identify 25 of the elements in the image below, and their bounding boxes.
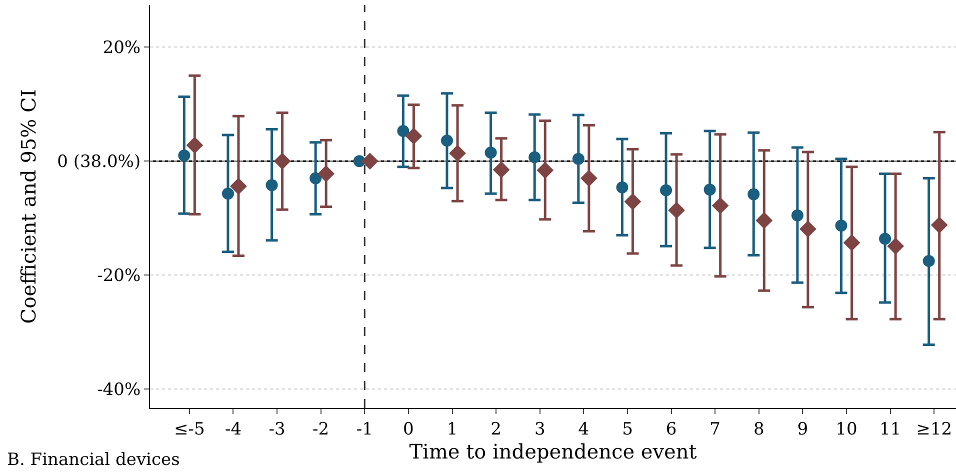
x-tick-label: -3 [268, 419, 286, 440]
x-tick-label: 5 [622, 419, 633, 440]
x-tick-label: 1 [446, 419, 458, 440]
y-tick-label: -20% [97, 266, 141, 286]
x-tick-label: 11 [879, 419, 902, 440]
x-tick-label: -2 [312, 419, 330, 440]
y-tick-label: 20% [102, 38, 141, 58]
x-tick-label: 2 [490, 419, 502, 440]
x-tick-label: 9 [797, 419, 808, 440]
y-tick-label: 0 (38.0%) [57, 152, 141, 172]
x-tick-label: -4 [224, 419, 242, 440]
x-tick-label: ≤-5 [174, 419, 205, 440]
x-tick-label: 4 [578, 419, 590, 440]
x-axis-title: Time to independence event [409, 439, 697, 464]
y-axis-title: Coefficient and 95% CI [16, 89, 41, 324]
x-tick-label: 8 [753, 419, 764, 440]
x-tick-label: ≥12 [916, 419, 952, 440]
x-tick-label: 10 [836, 419, 858, 440]
x-tick-label: 0 [403, 419, 414, 440]
x-tick-label: -1 [356, 419, 373, 440]
y-tick-label: -40% [97, 380, 141, 400]
x-tick-label: 7 [710, 419, 720, 440]
text: B. Financial devices [7, 450, 180, 470]
x-tick-label: 3 [534, 419, 546, 440]
x-tick-label: 6 [666, 419, 677, 440]
